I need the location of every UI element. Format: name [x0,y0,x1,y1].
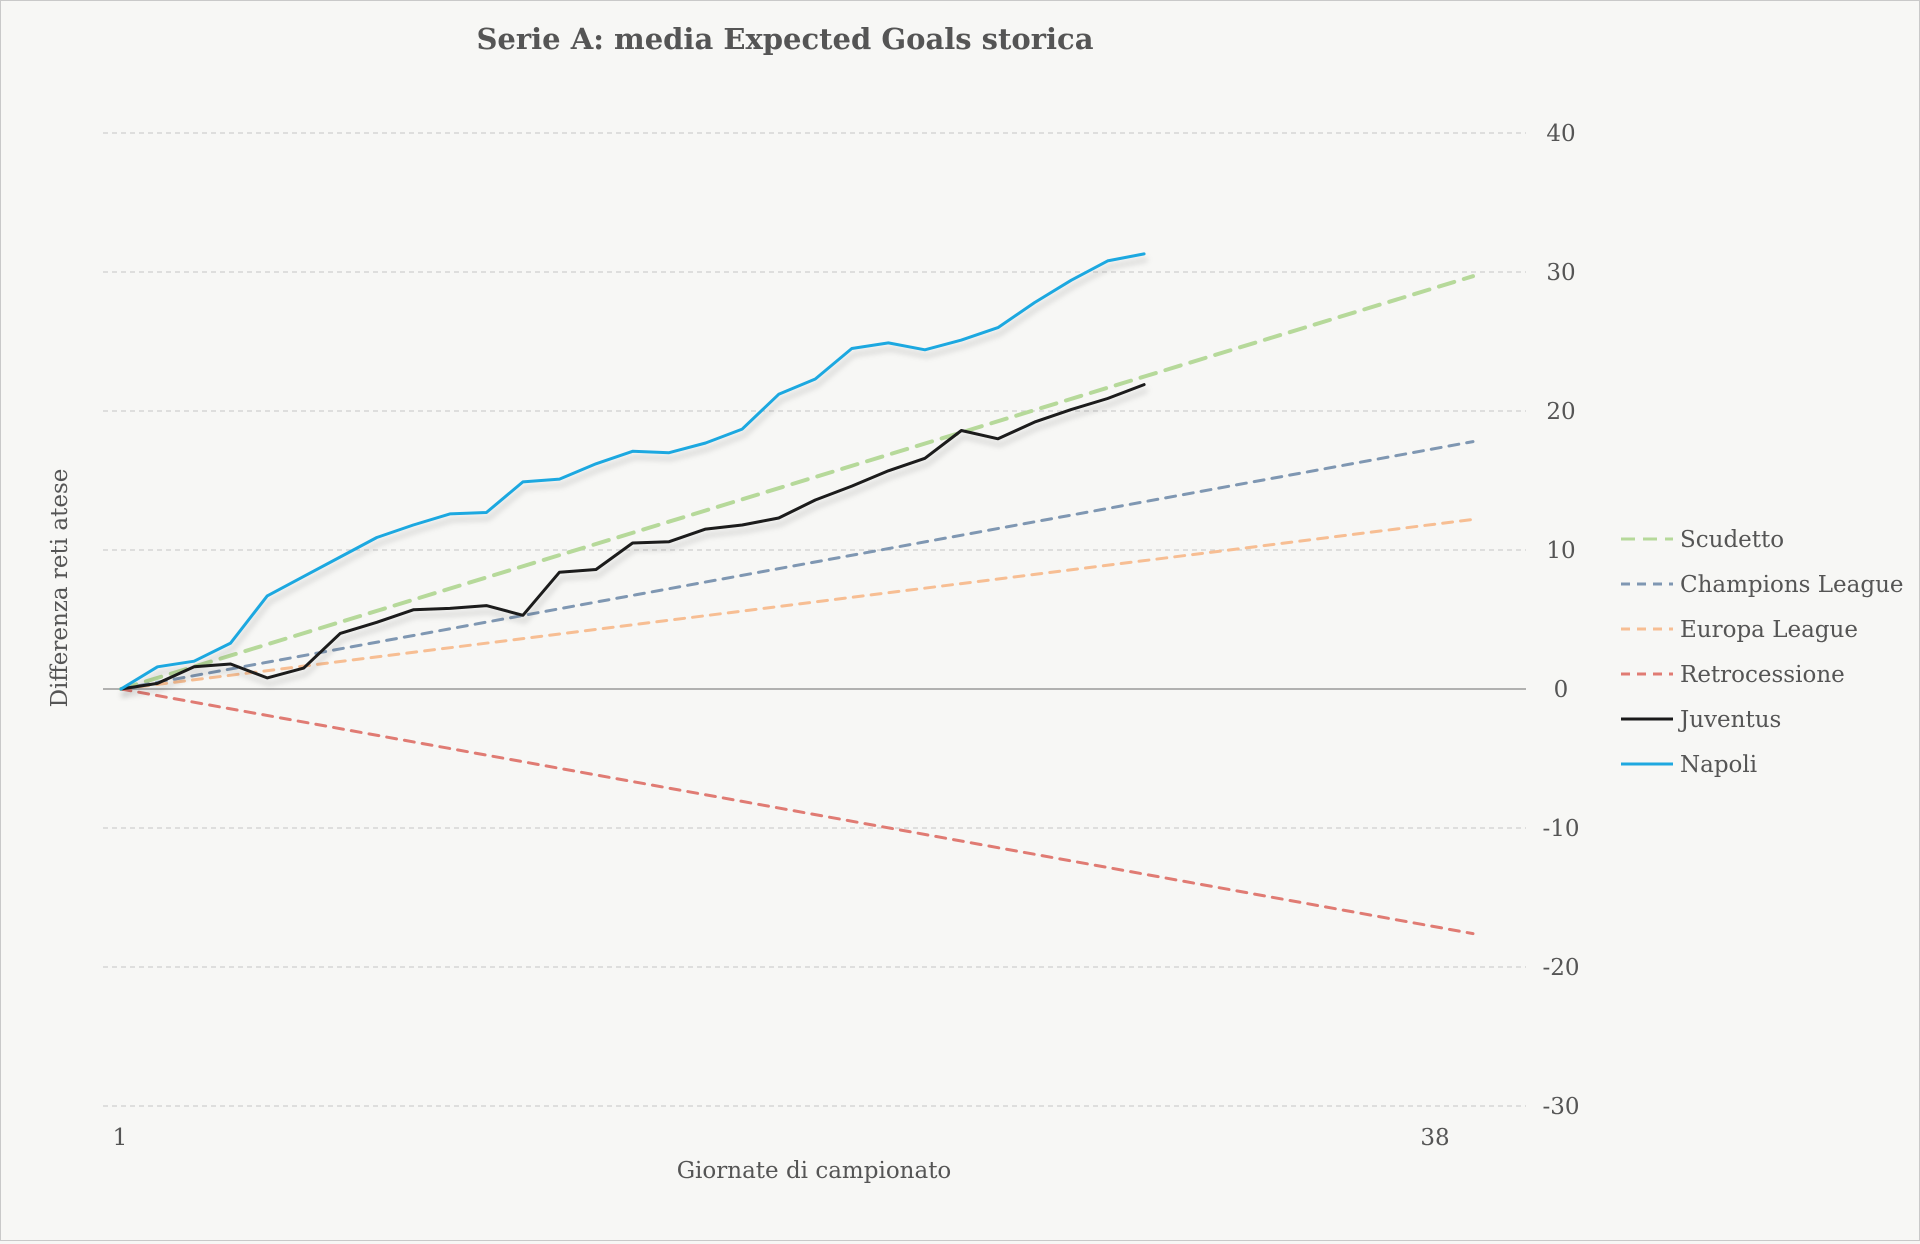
y-tick-label: 10 [1546,538,1575,564]
y-tick-label: 30 [1546,260,1575,286]
chart-title: Serie A: media Expected Goals storica [476,22,1093,56]
legend-label: Europa League [1680,617,1858,643]
y-axis-label: Differenza reti atese [47,469,73,708]
x-tick-label: 38 [1420,1125,1449,1151]
y-tick-label: -30 [1542,1094,1579,1120]
series-line-retrocessione [119,687,1475,936]
legend-label: Scudetto [1680,527,1784,553]
x-tick-label: 1 [113,1125,128,1151]
axis-layer: 40 30 20 10 0 -10 -20 -30 1 38 [113,121,1580,1151]
y-tick-label: 40 [1546,121,1575,147]
y-tick-label: 0 [1554,677,1569,703]
legend-label: Retrocessione [1680,662,1845,688]
legend-label: Juventus [1678,707,1781,733]
series-line-scudetto [119,274,1475,691]
legend: Scudetto Champions League Europa League Ret… [1621,527,1904,778]
legend-label: Champions League [1680,572,1904,598]
series-line-juventus [119,383,1146,691]
series-layer [119,252,1475,936]
y-tick-label: -10 [1542,816,1579,842]
series-line-napoli [119,252,1146,691]
series-line-champions-league [119,440,1475,691]
grid-layer [103,132,1526,1107]
y-tick-label: -20 [1542,955,1579,981]
x-axis-label: Giornate di campionato [677,1158,952,1184]
legend-label: Napoli [1680,752,1757,778]
y-tick-label: 20 [1546,399,1575,425]
series-line-europa-league [119,517,1475,691]
